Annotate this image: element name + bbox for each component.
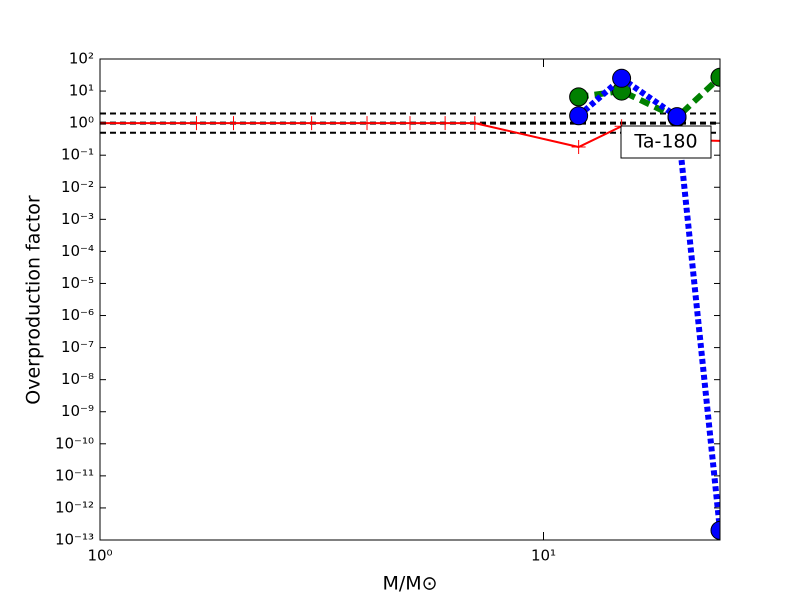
point-marker <box>403 116 417 131</box>
y-tick-label: 10⁻⁵ <box>61 274 94 292</box>
y-tick-label: 10⁰ <box>69 114 94 132</box>
y-axis-label: Overproduction factor <box>23 195 45 405</box>
point-marker <box>304 116 319 131</box>
annotation: Ta-180 <box>620 125 712 159</box>
y-tick-label: 10¹ <box>69 82 94 100</box>
point-marker <box>360 116 375 131</box>
y-tick-label: 10⁻⁹ <box>61 402 94 420</box>
y-tick-label: 10⁻³ <box>61 210 94 228</box>
point-marker <box>710 520 720 540</box>
y-tick-label: 10⁻⁴ <box>61 242 94 260</box>
y-tick-label: 10⁻¹ <box>61 146 94 164</box>
point-marker <box>226 116 241 131</box>
point-marker <box>667 107 687 127</box>
series-line <box>578 75 720 122</box>
point-marker <box>438 116 453 131</box>
y-tick-label: 10⁻⁸ <box>61 370 94 388</box>
y-tick-label: 10⁻⁷ <box>61 338 94 356</box>
point-marker <box>612 68 632 88</box>
y-tick-label: 10⁻² <box>61 178 94 196</box>
y-tick-label: 10⁻¹³ <box>55 531 94 549</box>
point-marker <box>571 140 586 155</box>
x-axis-label: M/M⊙ <box>382 573 437 595</box>
point-marker <box>569 106 589 126</box>
y-tick-label: 10² <box>69 50 94 68</box>
y-tick-label: 10⁻¹¹ <box>55 466 94 484</box>
annotation-text: Ta-180 <box>633 131 697 153</box>
y-tick-label: 10⁻⁶ <box>61 306 94 324</box>
y-tick-label: 10⁻¹² <box>55 498 94 516</box>
x-tick-label: 10⁰ <box>87 547 112 565</box>
point-marker <box>467 116 482 131</box>
point-marker <box>710 67 720 87</box>
plot-frame <box>99 58 721 541</box>
x-tick-label: 10¹ <box>531 547 556 565</box>
point-marker <box>713 133 720 148</box>
annotation-box <box>620 125 712 159</box>
series-line <box>576 74 720 531</box>
y-tick-label: 10⁻¹⁰ <box>55 434 94 452</box>
point-marker <box>569 87 589 107</box>
point-marker <box>189 116 204 131</box>
